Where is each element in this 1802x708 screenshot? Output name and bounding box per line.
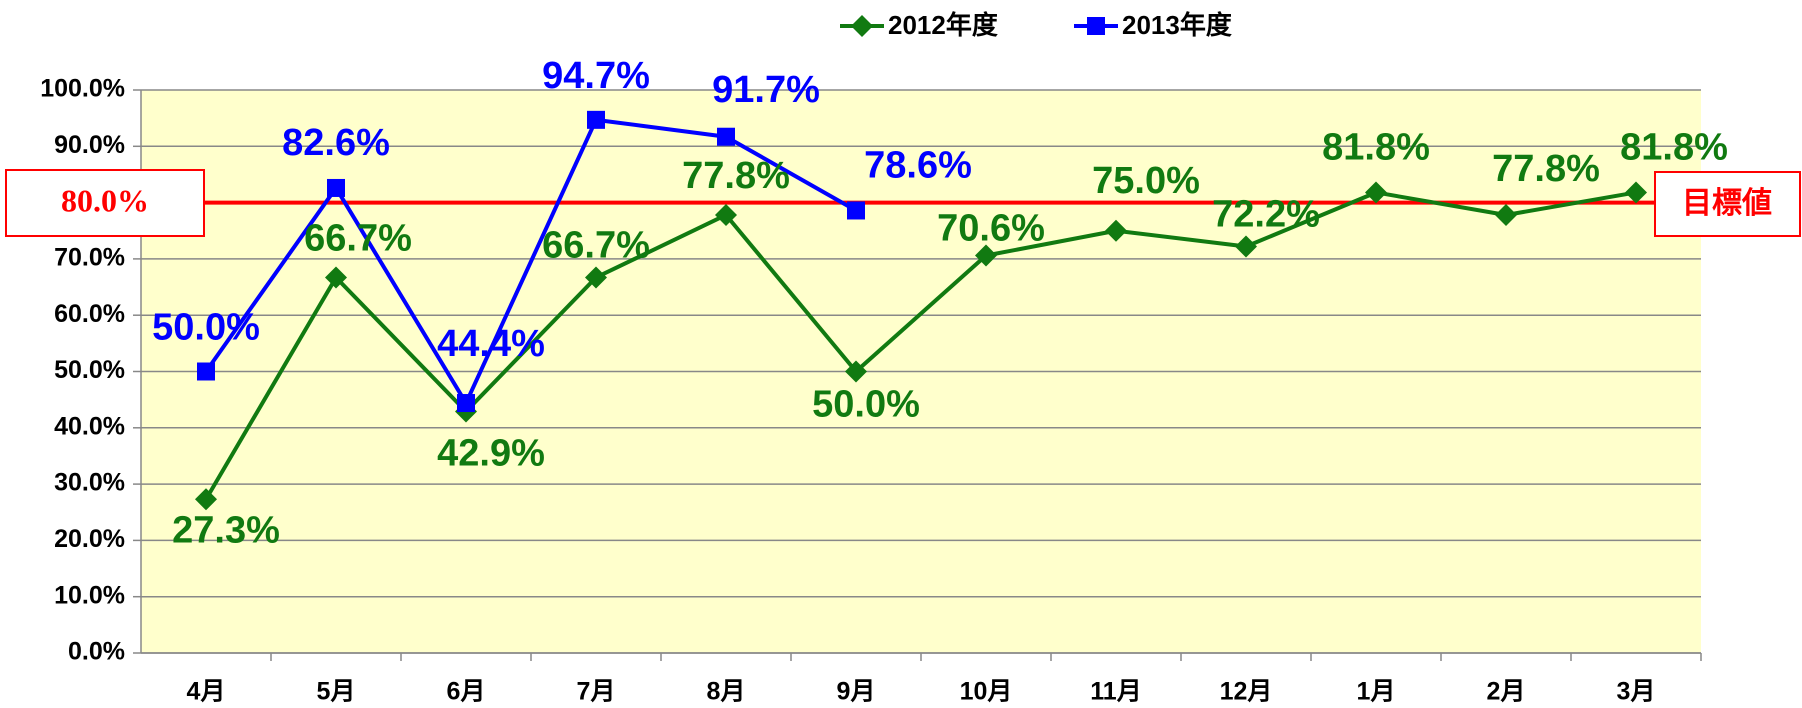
data-label: 66.7% bbox=[304, 218, 412, 260]
marker bbox=[717, 127, 735, 146]
data-label: 91.7% bbox=[712, 69, 820, 111]
marker bbox=[1087, 17, 1105, 35]
y-tick-label: 100.0% bbox=[40, 75, 125, 103]
legend-label: 2012年度 bbox=[888, 10, 998, 40]
marker bbox=[715, 203, 737, 226]
data-label: 94.7% bbox=[542, 55, 650, 97]
x-tick-label: 12月 bbox=[1220, 678, 1273, 706]
y-tick-label: 30.0% bbox=[54, 469, 125, 497]
x-tick-label: 3月 bbox=[1617, 678, 1656, 706]
y-tick-label: 70.0% bbox=[54, 244, 125, 272]
data-label: 27.3% bbox=[172, 509, 280, 551]
y-tick-label: 40.0% bbox=[54, 412, 125, 440]
data-label: 77.8% bbox=[1492, 148, 1600, 190]
series-line bbox=[204, 190, 1637, 501]
data-label: 72.2% bbox=[1212, 194, 1320, 236]
series-line bbox=[204, 117, 857, 406]
y-tick-label: 50.0% bbox=[54, 356, 125, 384]
data-label: 70.6% bbox=[937, 208, 1045, 250]
x-tick-label: 1月 bbox=[1357, 678, 1396, 706]
y-tick-label: 90.0% bbox=[54, 131, 125, 159]
marker bbox=[1495, 203, 1517, 226]
y-tick-label: 60.0% bbox=[54, 300, 125, 328]
data-label: 81.8% bbox=[1620, 126, 1728, 168]
target-label-box bbox=[5, 169, 205, 237]
marker bbox=[197, 362, 215, 381]
x-tick-label: 2月 bbox=[1487, 678, 1526, 706]
data-label: 42.9% bbox=[437, 433, 545, 475]
target-name: 目標値 bbox=[1682, 187, 1772, 220]
y-tick-label: 0.0% bbox=[68, 638, 125, 666]
marker bbox=[975, 244, 997, 267]
marker bbox=[327, 178, 345, 197]
data-label: 78.6% bbox=[864, 145, 972, 187]
marker bbox=[195, 488, 217, 511]
target-name-box bbox=[1654, 171, 1801, 237]
x-tick-label: 8月 bbox=[707, 678, 746, 706]
x-tick-label: 9月 bbox=[837, 678, 876, 706]
marker bbox=[1105, 219, 1127, 242]
x-tick-label: 7月 bbox=[577, 678, 616, 706]
x-tick-label: 10月 bbox=[960, 678, 1013, 706]
marker bbox=[1365, 181, 1387, 204]
marker bbox=[1235, 235, 1257, 258]
x-tick-label: 5月 bbox=[317, 678, 356, 706]
data-label: 81.8% bbox=[1322, 126, 1430, 168]
marker bbox=[457, 394, 475, 413]
x-tick-label: 6月 bbox=[447, 678, 486, 706]
marker bbox=[325, 266, 347, 289]
data-label: 66.7% bbox=[542, 225, 650, 267]
marker bbox=[847, 201, 865, 220]
x-tick-label: 4月 bbox=[187, 678, 226, 706]
y-tick-label: 10.0% bbox=[54, 581, 125, 609]
marker bbox=[1625, 181, 1647, 204]
data-label: 44.4% bbox=[437, 323, 545, 365]
data-label: 77.8% bbox=[682, 155, 790, 197]
data-label: 82.6% bbox=[282, 122, 390, 164]
target-label: 80.0% bbox=[61, 182, 149, 218]
data-label: 50.0% bbox=[152, 307, 260, 349]
marker bbox=[587, 110, 605, 129]
y-tick-label: 20.0% bbox=[54, 525, 125, 553]
data-label: 50.0% bbox=[812, 384, 920, 426]
x-tick-label: 11月 bbox=[1090, 678, 1141, 706]
data-label: 75.0% bbox=[1092, 160, 1200, 202]
marker bbox=[585, 266, 607, 289]
marker bbox=[851, 15, 873, 37]
marker bbox=[845, 360, 867, 383]
legend-label: 2013年度 bbox=[1122, 10, 1232, 40]
